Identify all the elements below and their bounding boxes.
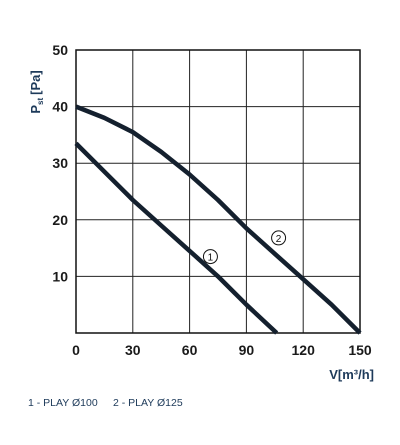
legend-entry: 1 - PLAY Ø100 bbox=[28, 397, 98, 409]
x-axis-label: V[m³/h] bbox=[329, 367, 374, 382]
series-line bbox=[74, 141, 279, 335]
y-label-sub: st bbox=[36, 98, 45, 105]
curve-marker-circle bbox=[202, 249, 218, 265]
legend-entry: 2 - PLAY Ø125 bbox=[113, 397, 183, 409]
y-label-unit: [Pa] bbox=[28, 70, 43, 95]
series-line bbox=[75, 104, 362, 335]
x-tick-label: 120 bbox=[292, 342, 316, 358]
x-tick-label: 60 bbox=[182, 342, 198, 358]
y-tick-label: 40 bbox=[52, 99, 68, 115]
plot-frame bbox=[75, 49, 361, 334]
y-axis-label: Pst [Pa] bbox=[28, 70, 45, 113]
x-tick-label: 90 bbox=[239, 342, 255, 358]
y-tick-label: 30 bbox=[52, 155, 68, 171]
x-tick-label: 30 bbox=[125, 342, 141, 358]
curve-marker: 1 bbox=[208, 253, 214, 264]
y-tick-label: 50 bbox=[52, 42, 68, 58]
curve-marker: 2 bbox=[276, 234, 282, 245]
curve-marker-circle bbox=[271, 230, 287, 246]
x-tick-label: 150 bbox=[348, 342, 372, 358]
x-tick-label: 0 bbox=[72, 342, 80, 358]
y-tick-label: 20 bbox=[52, 212, 68, 228]
y-label-main: P bbox=[28, 105, 43, 114]
y-tick-label: 10 bbox=[52, 268, 68, 284]
